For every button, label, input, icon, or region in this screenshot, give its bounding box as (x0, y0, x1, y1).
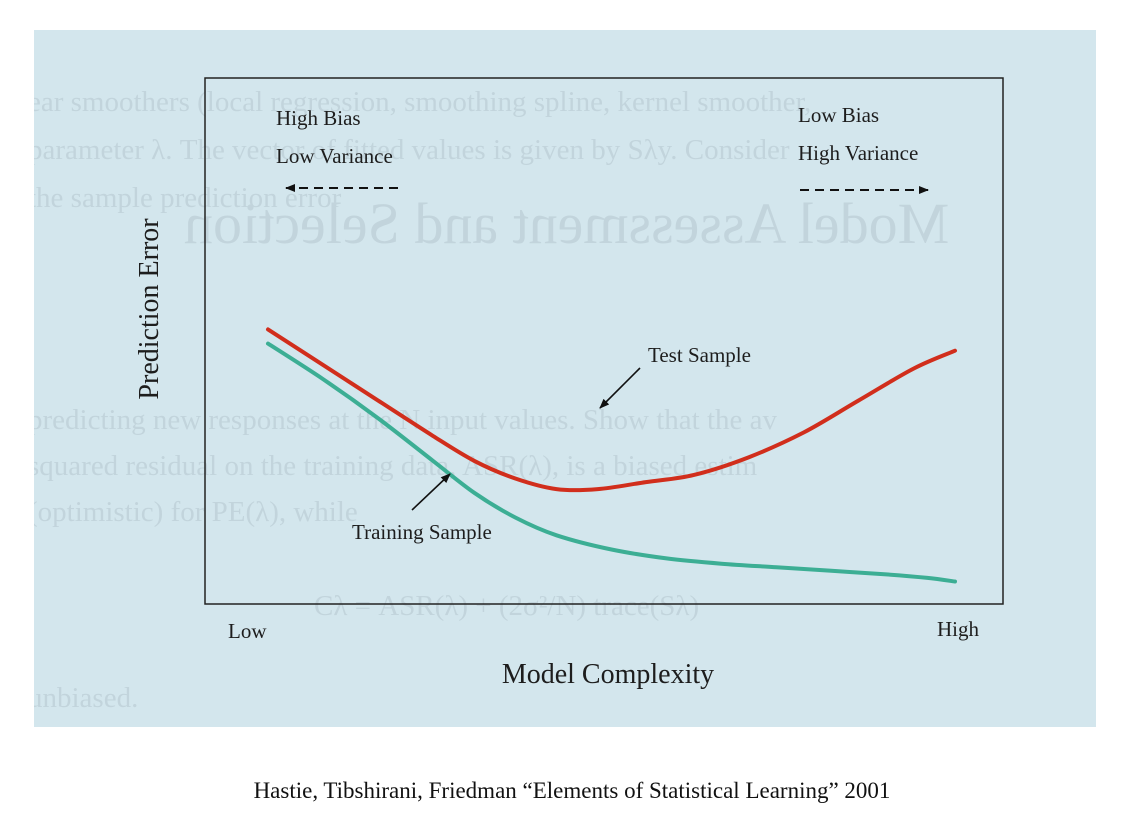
x-tick-high: High (937, 617, 980, 641)
bg-text-line-1: ear smoothers (local regression, smoothi… (34, 86, 812, 118)
annotation-low-variance: Low Variance (276, 144, 393, 168)
y-axis-label: Prediction Error (134, 218, 165, 400)
figure-caption: Hastie, Tibshirani, Friedman “Elements o… (253, 778, 891, 803)
x-axis-label: Model Complexity (502, 659, 714, 690)
series-line-training-sample (266, 341, 957, 584)
bg-text-line-6: (optimistic) for PE(λ), while (34, 496, 358, 528)
series-line-test-sample (266, 327, 957, 493)
training-sample-label: Training Sample (352, 520, 492, 544)
bg-text-line-5: squared residual on the training data, A… (34, 450, 758, 482)
test-sample-label: Test Sample (648, 343, 751, 367)
annotation-high-variance: High Variance (798, 141, 918, 165)
series-layer (266, 327, 957, 584)
bg-text-line-8: unbiased. (34, 682, 139, 714)
annotation-high-bias: High Bias (276, 106, 361, 130)
test-sample-pointer (599, 367, 641, 409)
bg-text-line-2: parameter λ. The vector of fitted values… (34, 134, 790, 166)
plot-frame (204, 77, 1004, 605)
x-tick-low: Low (228, 619, 267, 643)
training-sample-pointer (411, 473, 451, 511)
annotation-low-bias: Low Bias (798, 103, 879, 127)
bg-text-line-7: Cλ = ASR(λ) + (2σ²/N) trace(Sλ) (314, 590, 700, 622)
slide-background (34, 30, 1096, 727)
